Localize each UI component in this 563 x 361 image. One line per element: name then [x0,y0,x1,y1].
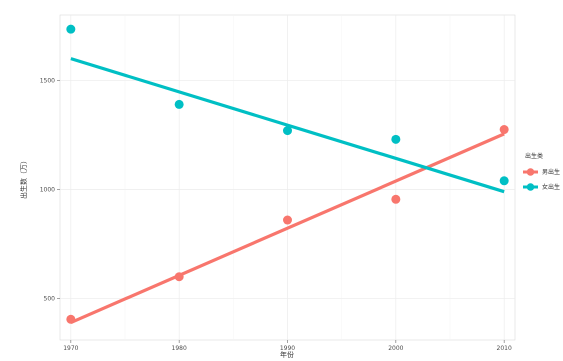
legend-title: 出生类 [525,152,543,160]
x-axis-title: 年份 [280,350,294,359]
data-point-series-2 [391,134,401,144]
trend-line-series-2 [70,57,505,194]
legend-point-key [526,168,535,176]
trend-lines [70,57,505,325]
legend-point-key [526,183,535,191]
x-tick-label: 2010 [497,345,512,352]
trend-line-series-1 [70,132,505,325]
legend-label: 女出生 [542,183,560,191]
data-point-series-1 [66,314,76,324]
y-axis-title: 出生数（万） [19,157,28,199]
y-axis-ticks: 500 1000 1500 [40,77,60,303]
data-point-series-2 [283,126,292,136]
x-axis-ticks: 1970 1980 1990 2000 2010 [63,340,512,352]
x-tick-label: 2000 [388,345,403,352]
y-tick-label: 500 [44,296,56,303]
data-point-series-1 [174,272,184,282]
data-point-series-1 [499,125,509,135]
x-tick-label: 1970 [63,345,78,352]
data-point-series-2 [66,24,76,34]
data-point-series-2 [174,99,184,109]
data-points [66,24,509,324]
y-tick-label: 1000 [40,186,55,193]
data-point-series-2 [499,176,509,186]
x-tick-label: 1980 [172,345,187,352]
y-tick-label: 1500 [40,77,55,84]
legend-label: 男出生 [542,168,560,176]
data-point-series-1 [391,194,401,204]
data-point-series-1 [283,215,292,225]
x-tick-label: 1990 [280,345,295,352]
